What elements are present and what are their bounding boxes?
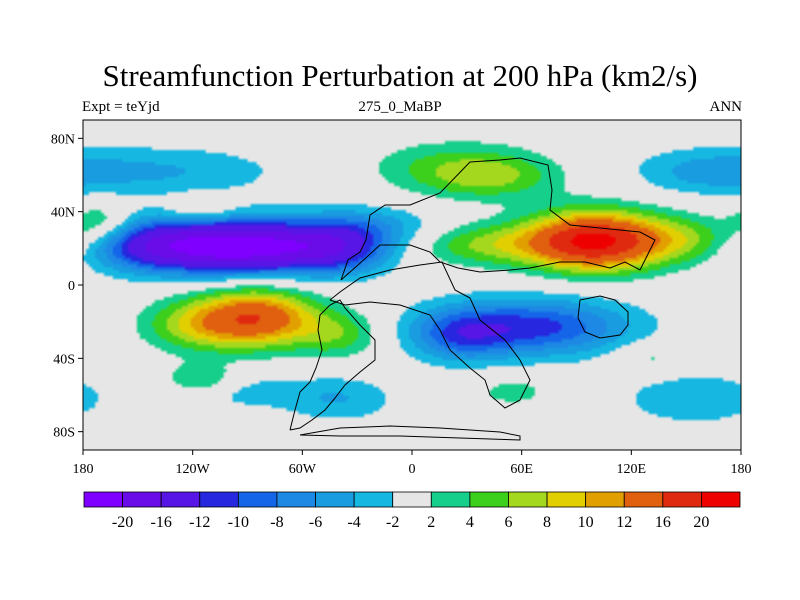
chart-title: Streamfunction Perturbation at 200 hPa (…: [102, 58, 698, 93]
y-tick-label-1: 40N: [51, 206, 75, 221]
left-subtitle: Expt = teYjd: [82, 99, 160, 115]
colorbar-box-3: [199, 491, 239, 508]
colorbar-label-7: -2: [386, 514, 399, 531]
colorbar-box-7: [353, 491, 394, 508]
colorbar-label-8: 2: [427, 514, 435, 531]
coastline-americas: [289, 299, 376, 431]
center-subtitle: 275_0_MaBP: [358, 99, 442, 115]
coastline-australia: [577, 295, 629, 339]
streamfunction-field: [83, 120, 741, 450]
colorbar-label-15: 20: [693, 514, 709, 531]
colorbar-box-10: [469, 491, 509, 508]
colorbar-box-15: [662, 491, 702, 508]
x-tick-label-4: 60E: [510, 462, 533, 477]
x-tick-label-5: 120E: [617, 462, 647, 477]
y-axis: 80N 40N 0 40S 80S: [51, 132, 83, 441]
x-tick-label-6: 180: [731, 462, 752, 477]
colorbar-label-4: -8: [270, 514, 283, 531]
coastlines: [289, 157, 656, 441]
colorbar-label-12: 10: [578, 514, 594, 531]
right-subtitle: ANN: [709, 99, 743, 115]
colorbar-label-6: -4: [347, 514, 360, 531]
colorbar-box-1: [122, 491, 162, 508]
colorbar-label-14: 16: [655, 514, 671, 531]
colorbar-box-14: [623, 491, 664, 508]
colorbar-label-13: 12: [616, 514, 632, 531]
colorbar-box-4: [237, 491, 278, 508]
colorbar-label-9: 4: [466, 514, 474, 531]
colorbar-box-2: [160, 491, 201, 508]
coastline-eurasia: [340, 157, 656, 281]
colorbar-label-3: -10: [228, 514, 249, 531]
colorbar: -20 -16 -12 -10 -8 -6 -4 -2 2 4 6 8 10 12 16 20: [83, 491, 741, 531]
colorbar-box-16: [701, 491, 741, 508]
colorbar-box-6: [315, 491, 355, 508]
x-tick-label-1: 120W: [176, 462, 211, 477]
x-axis: 180 120W 60W 0 60E 120E 180: [73, 450, 752, 477]
colorbar-box-0: [83, 491, 123, 508]
colorbar-box-8: [392, 491, 432, 508]
x-tick-label-2: 60W: [289, 462, 317, 477]
colorbar-box-5: [276, 491, 316, 508]
y-tick-label-4: 80S: [53, 426, 75, 441]
coastline-africa: [329, 261, 531, 409]
colorbar-label-2: -12: [189, 514, 210, 531]
colorbar-box-9: [430, 491, 471, 508]
colorbar-label-11: 8: [543, 514, 551, 531]
colorbar-box-13: [585, 491, 625, 508]
colorbar-label-10: 6: [504, 514, 512, 531]
y-tick-label-3: 40S: [53, 352, 75, 367]
colorbar-label-5: -6: [309, 514, 322, 531]
coastline-antarctica: [299, 425, 521, 441]
colorbar-box-11: [508, 491, 548, 508]
colorbar-label-1: -16: [151, 514, 172, 531]
colorbar-box-12: [546, 491, 587, 508]
x-tick-label-3: 0: [409, 462, 416, 477]
x-tick-label-0: 180: [73, 462, 94, 477]
plot-area: [82, 119, 742, 451]
y-tick-label-2: 0: [68, 279, 75, 294]
y-tick-label-0: 80N: [51, 132, 75, 147]
colorbar-label-0: -20: [112, 514, 133, 531]
